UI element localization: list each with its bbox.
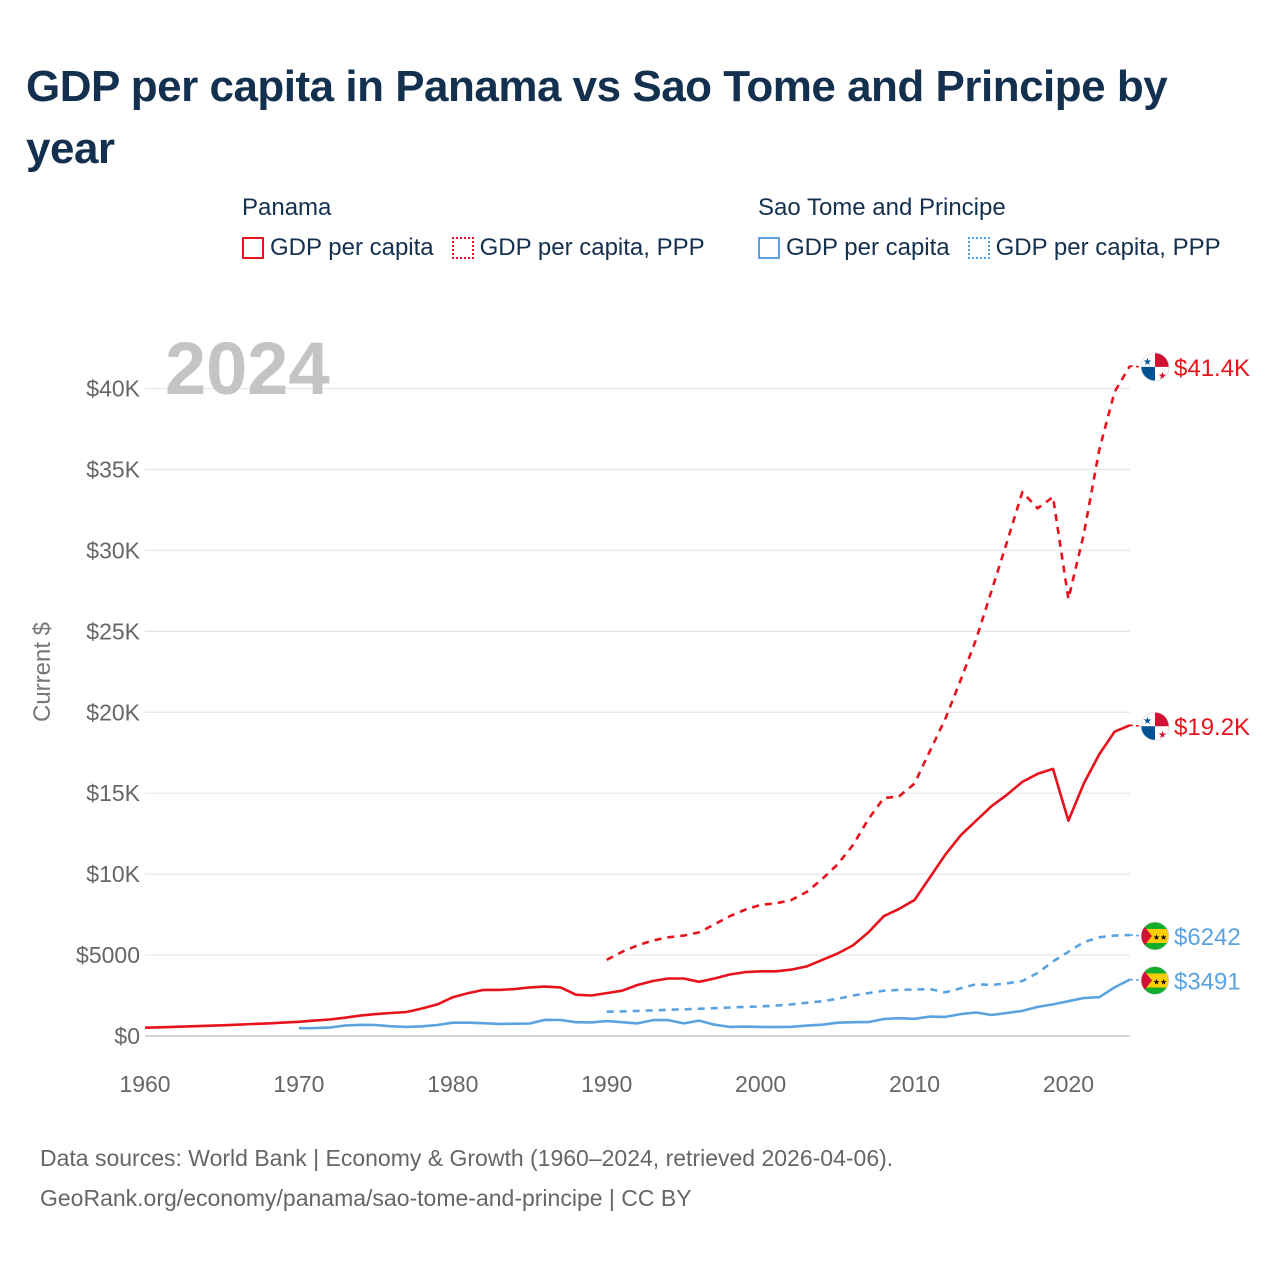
legend-swatch-solid (242, 237, 264, 259)
y-tick-label: $20K (86, 699, 140, 725)
y-tick-label: $25K (86, 618, 140, 644)
series-line-3[interactable] (606, 933, 1131, 1013)
x-tick-label: 2000 (735, 1071, 786, 1097)
x-tick-label: 1980 (427, 1071, 478, 1097)
legend-group-sao-tome: Sao Tome and Principe GDP per capita GDP… (758, 194, 1221, 262)
footer: Data sources: World Bank | Economy & Gro… (40, 1138, 893, 1218)
x-tick-label: 1960 (119, 1071, 170, 1097)
legend-swatch-dotted (451, 237, 474, 259)
end-value-label: $41.4K (1174, 355, 1250, 382)
year-watermark: 2024 (165, 327, 330, 410)
end-leader (1129, 978, 1142, 982)
sao-tome-flag-icon: ★★ (1140, 966, 1170, 995)
end-leader (1129, 934, 1142, 937)
svg-text:★: ★ (1143, 357, 1152, 368)
end-value-label: $3491 (1174, 968, 1241, 995)
line-chart: 2024 Current $ $0 $5000 $10K $15K $20K $25K $3… (29, 327, 1250, 1097)
end-labels: ★★ $19.2K★★ $41.4K★★ $3491★★ $6242 (1129, 352, 1250, 995)
series-line-0[interactable] (144, 724, 1131, 1029)
series-line-2[interactable] (298, 978, 1131, 1030)
end-value-label: $19.2K (1174, 714, 1250, 741)
y-tick-label: $5000 (76, 942, 140, 968)
series-lines (144, 365, 1132, 1030)
y-tick-label: $0 (114, 1023, 140, 1049)
y-tick-label: $40K (86, 376, 140, 402)
legend-group-name: Sao Tome and Principe (758, 194, 1006, 221)
y-axis-ticks: $0 $5000 $10K $15K $20K $25K $30K $35K $40K (76, 376, 141, 1049)
legend-item-panama-gdp-ppp[interactable]: GDP per capita, PPP (451, 234, 705, 262)
svg-text:★★: ★★ (1153, 977, 1167, 986)
panama-flag-icon: ★★ (1140, 352, 1170, 382)
x-tick-label: 2020 (1043, 1071, 1094, 1097)
panama-flag-icon: ★★ (1140, 711, 1170, 741)
legend-group-panama: Panama GDP per capita GDP per capita, PP… (242, 194, 705, 262)
sao-tome-flag-icon: ★★ (1140, 921, 1170, 951)
footer-source: Data sources: World Bank | Economy & Gro… (40, 1145, 894, 1171)
y-tick-label: $15K (86, 780, 140, 806)
series-line-1[interactable] (606, 365, 1132, 962)
svg-text:★: ★ (1158, 730, 1167, 741)
legend-label: GDP per capita, PPP (995, 234, 1221, 261)
legend-item-sao-tome-gdp-ppp[interactable]: GDP per capita, PPP (967, 234, 1221, 262)
legend-swatch-solid (758, 237, 780, 259)
x-axis-ticks: 1960 1970 1980 1990 2000 2010 2020 (119, 1071, 1094, 1097)
end-value-label: $6242 (1174, 924, 1241, 951)
chart-title: GDP per capita in Panama vs Sao Tome and… (26, 62, 1168, 173)
legend-item-sao-tome-gdp[interactable]: GDP per capita (758, 234, 950, 262)
svg-text:★: ★ (1158, 371, 1167, 382)
y-tick-label: $30K (86, 537, 140, 563)
legend-swatch-dotted (967, 237, 990, 259)
legend-group-name: Panama (242, 194, 332, 221)
svg-text:★★: ★★ (1153, 933, 1167, 942)
svg-text:★: ★ (1143, 716, 1152, 727)
y-tick-label: $10K (86, 861, 140, 887)
footer-url[interactable]: GeoRank.org/economy/panama/sao-tome-and-… (40, 1185, 692, 1211)
legend-label: GDP per capita (270, 234, 434, 261)
end-leader (1129, 365, 1142, 368)
x-tick-label: 1990 (581, 1071, 632, 1097)
legend-label: GDP per capita (786, 234, 950, 261)
legend-item-panama-gdp[interactable]: GDP per capita (242, 234, 434, 262)
x-tick-label: 1970 (273, 1071, 324, 1097)
end-leader (1129, 724, 1142, 727)
legend-label: GDP per capita, PPP (479, 234, 705, 261)
y-axis-label: Current $ (29, 622, 56, 722)
x-tick-label: 2010 (889, 1071, 940, 1097)
grid-lines (145, 387, 1130, 1037)
y-tick-label: $35K (86, 456, 140, 482)
